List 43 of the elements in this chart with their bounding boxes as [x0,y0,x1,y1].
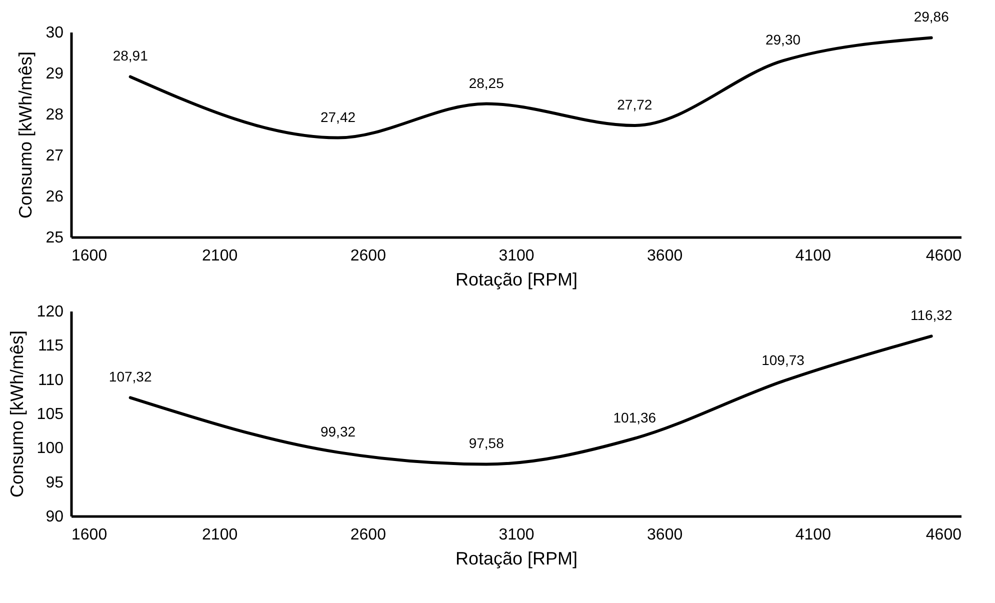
data-label: 99,32 [320,423,356,440]
y-axis-title: Consumo [kWh/mês] [6,330,27,498]
data-label: 97,58 [468,435,504,452]
data-label: 116,32 [910,307,952,324]
x-tick-label: 4600 [926,526,962,544]
data-label: 27,42 [320,108,356,125]
x-tick-label: 1600 [72,248,108,264]
data-label: 27,72 [617,96,652,112]
y-tick-label: 95 [46,474,64,492]
y-tick-label: 28 [46,106,64,124]
data-label: 29,86 [914,8,950,25]
x-tick-label: 1600 [72,526,108,544]
x-tick-label: 2600 [350,248,386,264]
x-tick-label: 4600 [926,248,962,264]
y-tick-label: 25 [46,230,64,246]
x-tick-label: 2600 [350,526,386,544]
x-tick-label: 3100 [498,248,534,264]
y-tick-label: 115 [38,338,64,355]
y-tick-label: 26 [46,188,64,206]
y-tick-label: 100 [36,440,64,458]
y-tick-label: 105 [36,406,64,423]
y-tick-label: 110 [38,372,64,389]
x-tick-label: 2100 [202,526,238,544]
data-label: 29,30 [765,32,801,48]
y-tick-label: 90 [46,508,64,526]
data-label: 28,25 [468,74,504,91]
y-tick-label: 120 [36,304,64,320]
data-label: 109,73 [762,352,805,368]
y-tick-label: 30 [46,24,64,42]
x-tick-label: 3100 [498,526,534,544]
y-tick-label: 29 [46,66,64,82]
data-label: 107,32 [108,368,152,385]
y-tick-label: 27 [46,148,64,164]
x-tick-label: 2100 [202,248,238,264]
data-label: 101,36 [613,409,656,426]
x-axis-title: Rotação [RPM] [455,270,578,290]
y-axis-title: Consumo [kWh/mês] [16,51,36,219]
data-label: 28,91 [112,48,148,64]
x-tick-label: 3600 [647,248,683,264]
x-tick-label: 3600 [647,526,683,544]
x-axis-title: Rotação [RPM] [455,548,578,568]
x-tick-label: 4100 [795,248,832,264]
x-tick-label: 4100 [795,526,832,544]
